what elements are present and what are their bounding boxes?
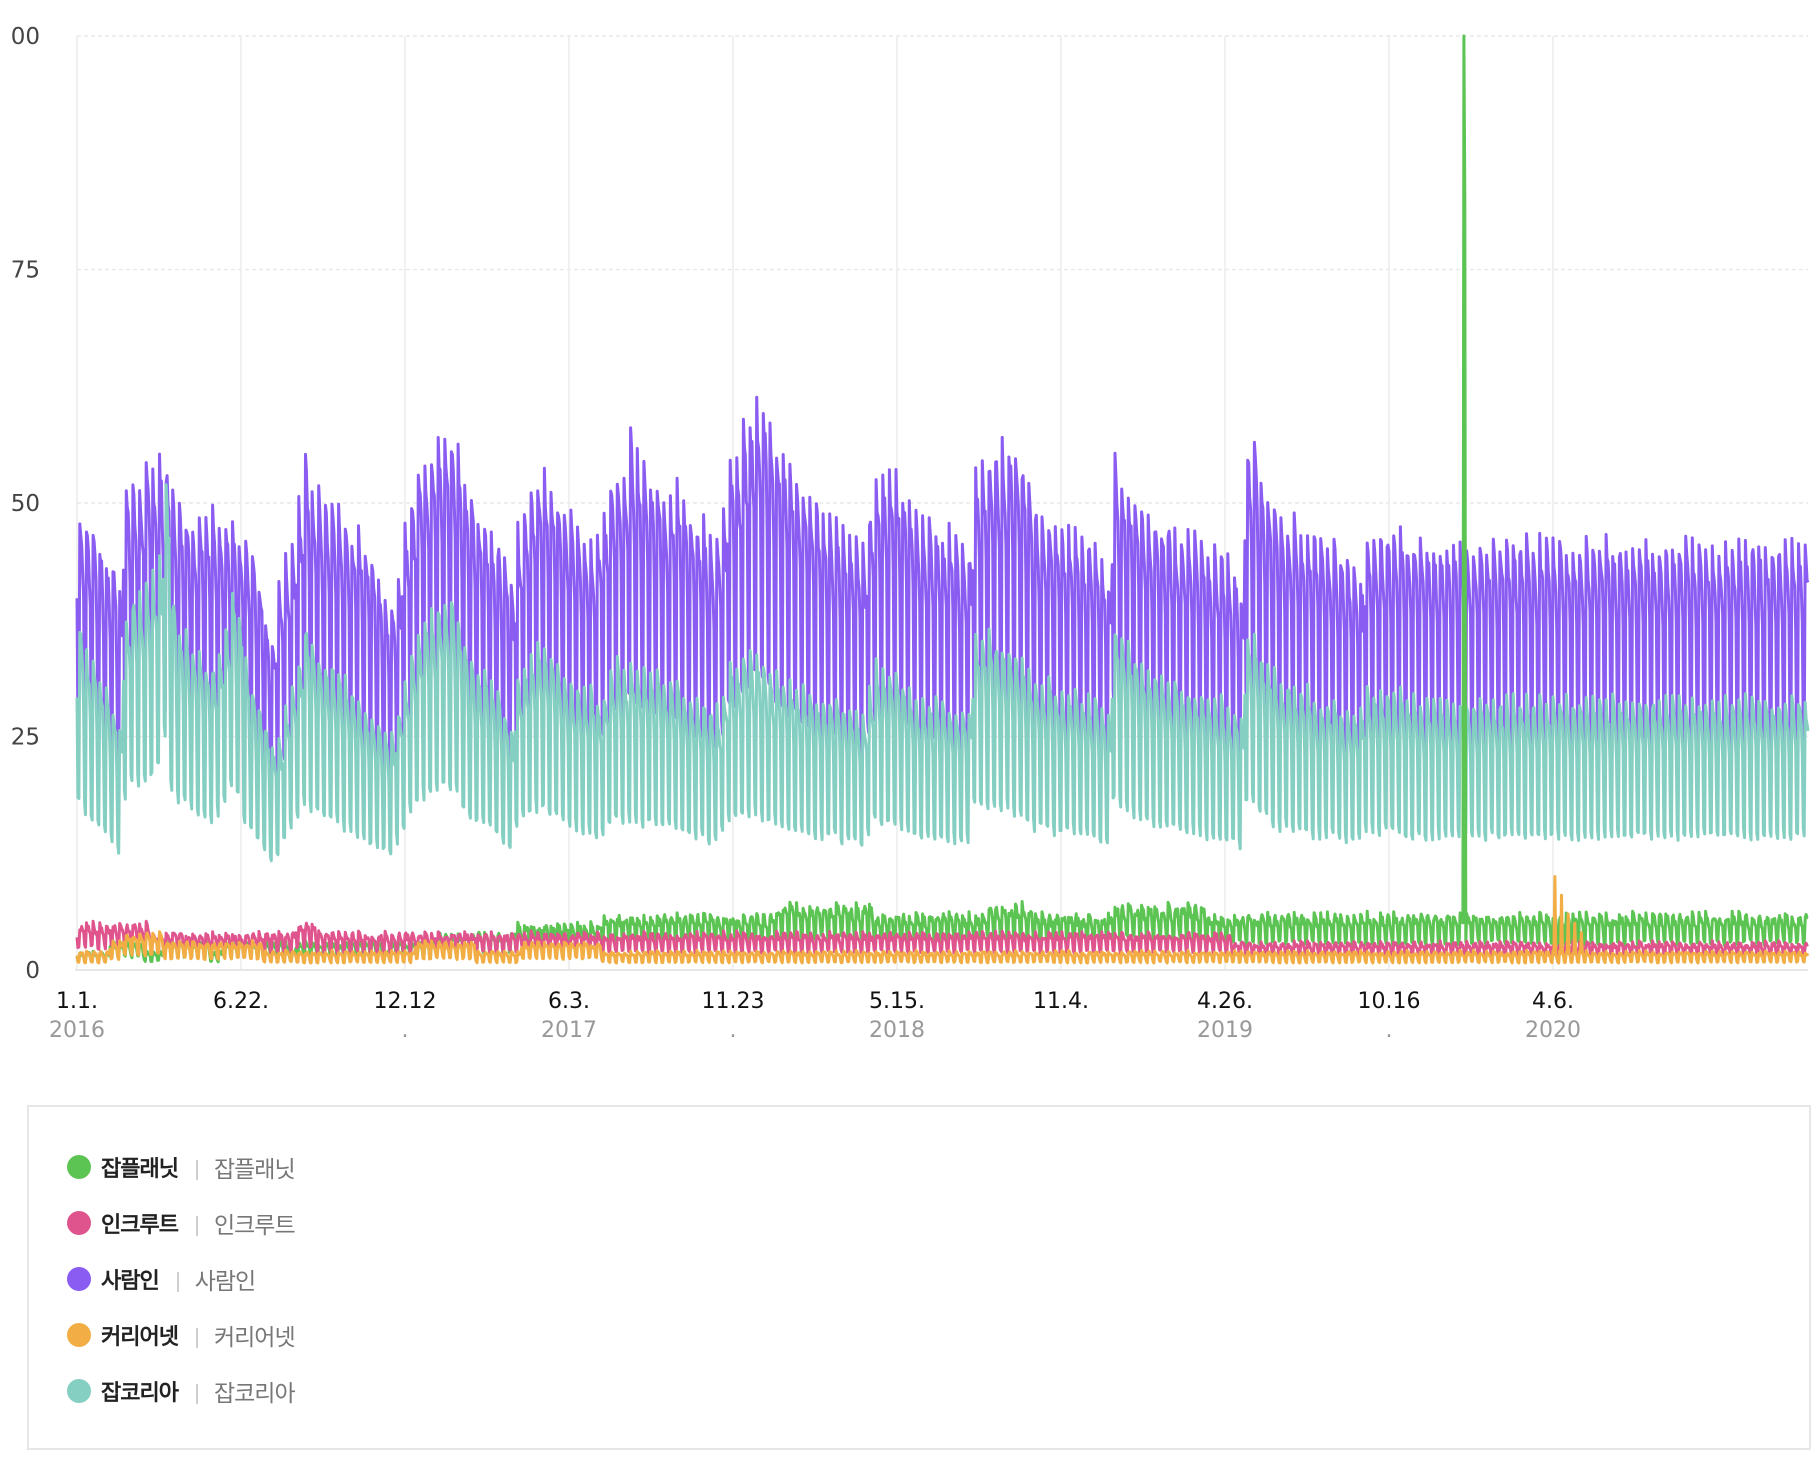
x-tick-label: 6.22. bbox=[213, 989, 269, 1014]
legend-swatch bbox=[67, 1155, 91, 1179]
x-tick-label: 10.16 bbox=[1358, 989, 1421, 1014]
legend-label: 잡코리아 bbox=[101, 1381, 179, 1406]
y-tick-label: 25 bbox=[11, 725, 40, 751]
legend-swatch bbox=[67, 1379, 91, 1403]
series-line-4 bbox=[75, 483, 1810, 863]
legend-label: 커리어넷 bbox=[101, 1325, 179, 1350]
x-tick-label: 11.23 bbox=[702, 989, 765, 1014]
x-tick-year: 2020 bbox=[1525, 1018, 1581, 1043]
series-line-1 bbox=[75, 919, 1809, 960]
legend-item-japplanet[interactable]: 잡플래닛 잡플래닛 bbox=[67, 1147, 296, 1187]
legend-item-jobkorea[interactable]: 잡코리아 잡코리아 bbox=[67, 1371, 296, 1411]
legend-item-saramin[interactable]: 사람인 사람인 bbox=[67, 1259, 256, 1299]
legend-divider bbox=[195, 1160, 198, 1180]
legend-swatch bbox=[67, 1211, 91, 1235]
chart-axes: 00 75 50 25 0 1.1. 2016 6.22. 12.12. 6.3. 2017 11.2… bbox=[11, 24, 1581, 1043]
legend-description: 커리어넷 bbox=[213, 1325, 296, 1351]
x-tick-year: 2019 bbox=[1197, 1018, 1253, 1043]
chart-series bbox=[75, 34, 1810, 965]
legend-description: 잡코리아 bbox=[213, 1381, 296, 1407]
y-tick-label: 0 bbox=[25, 958, 40, 984]
x-tick-year: 2017 bbox=[541, 1018, 597, 1043]
legend-label: 잡플래닛 bbox=[101, 1157, 179, 1182]
x-tick-label: 12.12 bbox=[374, 989, 437, 1014]
x-tick-year: 2018 bbox=[869, 1018, 925, 1043]
x-tick-label: 11.4. bbox=[1033, 989, 1089, 1014]
legend-item-careernet[interactable]: 커리어넷 커리어넷 bbox=[67, 1315, 296, 1355]
x-tick-year: . bbox=[729, 1018, 736, 1043]
y-tick-label: 50 bbox=[11, 491, 40, 517]
chart-legend: 잡플래닛 잡플래닛 인크루트 인크루트 사람인 사람인 커리어넷 커리어넷 잡코… bbox=[27, 1105, 1811, 1450]
legend-description: 잡플래닛 bbox=[213, 1157, 296, 1183]
legend-divider bbox=[195, 1328, 198, 1348]
legend-description: 사람인 bbox=[194, 1269, 256, 1295]
line-chart: 00 75 50 25 0 1.1. 2016 6.22. 12.12. 6.3. 2017 11.2… bbox=[11, 24, 1810, 1043]
legend-description: 인크루트 bbox=[213, 1213, 296, 1239]
x-tick-year: . bbox=[401, 1018, 408, 1043]
x-tick-label: 4.26. bbox=[1197, 989, 1253, 1014]
legend-divider bbox=[176, 1272, 179, 1292]
legend-divider bbox=[195, 1216, 198, 1236]
x-tick-year: . bbox=[1385, 1018, 1392, 1043]
series-line-2 bbox=[75, 395, 1810, 799]
legend-divider bbox=[195, 1384, 198, 1404]
x-tick-label: 1.1. bbox=[56, 989, 98, 1014]
legend-swatch bbox=[67, 1267, 91, 1291]
legend-label: 사람인 bbox=[101, 1269, 160, 1294]
x-tick-label: 5.15. bbox=[869, 989, 925, 1014]
y-tick-label: 00 bbox=[11, 24, 40, 50]
series-line-3 bbox=[75, 875, 1810, 965]
legend-label: 인크루트 bbox=[101, 1213, 179, 1238]
legend-swatch bbox=[67, 1323, 91, 1347]
x-tick-year: 2016 bbox=[49, 1018, 105, 1043]
x-tick-label: 6.3. bbox=[548, 989, 590, 1014]
legend-item-incruit[interactable]: 인크루트 인크루트 bbox=[67, 1203, 296, 1243]
y-tick-label: 75 bbox=[11, 258, 40, 284]
x-tick-label: 4.6. bbox=[1532, 989, 1574, 1014]
